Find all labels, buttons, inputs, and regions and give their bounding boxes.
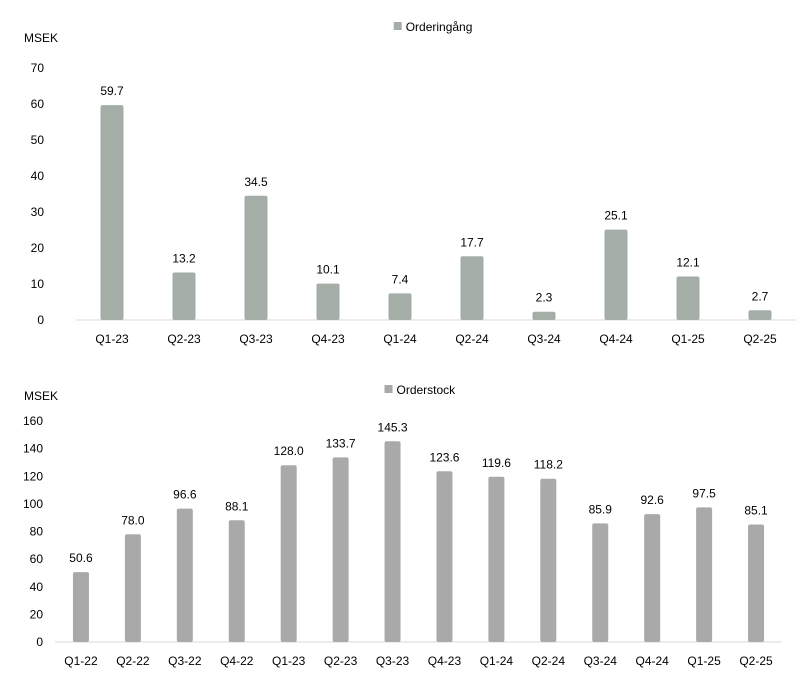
bar <box>228 520 245 642</box>
data-label: 34.5 <box>244 175 268 189</box>
data-label: 88.1 <box>225 499 249 513</box>
x-tick-label: Q3-22 <box>168 654 202 668</box>
x-tick-label: Q2-23 <box>167 332 201 346</box>
data-label: 145.3 <box>378 420 408 434</box>
y-tick-label: 70 <box>31 61 45 75</box>
x-tick-label: Q2-25 <box>739 654 773 668</box>
x-tick-label: Q2-23 <box>324 654 358 668</box>
data-label: 2.7 <box>752 289 769 303</box>
data-label: 85.1 <box>744 503 768 517</box>
legend-swatch <box>393 22 402 30</box>
x-tick-label: Q2-24 <box>455 332 489 346</box>
y-tick-label: 0 <box>37 313 44 327</box>
data-label: 119.6 <box>482 456 511 470</box>
bar <box>316 283 340 320</box>
x-tick-label: Q2-22 <box>116 654 150 668</box>
bar <box>280 465 297 642</box>
x-tick-label: Q4-22 <box>220 654 254 668</box>
x-tick-label: Q1-24 <box>480 654 514 668</box>
y-unit-label: MSEK <box>24 31 58 45</box>
legend-label: Orderingång <box>406 20 473 34</box>
y-tick-label: 0 <box>36 635 43 649</box>
data-label: 13.2 <box>172 251 196 265</box>
x-tick-label: Q3-23 <box>376 654 410 668</box>
bar <box>676 276 700 320</box>
bar <box>532 311 556 320</box>
y-tick-label: 120 <box>23 469 43 483</box>
data-label: 133.7 <box>326 436 356 450</box>
data-label: 25.1 <box>604 209 628 223</box>
data-label: 78.0 <box>121 513 145 527</box>
y-tick-label: 60 <box>30 552 44 566</box>
bar <box>460 256 484 320</box>
x-tick-label: Q2-25 <box>743 332 777 346</box>
bar <box>176 508 193 642</box>
data-label: 97.5 <box>692 486 716 500</box>
bar <box>592 523 609 642</box>
y-tick-label: 10 <box>31 277 45 291</box>
x-tick-label: Q4-24 <box>599 332 633 346</box>
x-tick-label: Q4-23 <box>311 332 345 346</box>
x-tick-label: Q1-24 <box>383 332 417 346</box>
data-label: 123.6 <box>429 450 459 464</box>
data-label: 50.6 <box>69 551 93 565</box>
bar <box>100 105 124 320</box>
x-tick-label: Q2-24 <box>532 654 566 668</box>
y-tick-label: 80 <box>30 525 44 539</box>
y-tick-label: 60 <box>31 97 45 111</box>
bar <box>540 478 557 642</box>
x-tick-label: Q4-23 <box>428 654 462 668</box>
bar <box>72 572 89 642</box>
y-tick-label: 40 <box>30 580 44 594</box>
legend-label: Orderstock <box>397 383 457 397</box>
x-tick-label: Q1-23 <box>95 332 129 346</box>
y-tick-label: 50 <box>31 133 45 147</box>
data-label: 85.9 <box>589 502 613 516</box>
x-tick-label: Q3-23 <box>239 332 273 346</box>
data-label: 118.2 <box>534 458 563 472</box>
bar <box>748 524 765 642</box>
y-tick-label: 20 <box>30 607 44 621</box>
bar <box>436 471 453 642</box>
bar <box>696 507 713 642</box>
bar <box>488 476 505 642</box>
x-tick-label: Q3-24 <box>527 332 561 346</box>
data-label: 10.1 <box>316 263 340 277</box>
bar <box>748 310 772 320</box>
y-tick-label: 30 <box>31 205 45 219</box>
data-label: 128.0 <box>274 444 304 458</box>
y-tick-label: 100 <box>23 497 43 511</box>
data-label: 59.7 <box>100 84 124 98</box>
data-label: 17.7 <box>460 235 484 249</box>
x-tick-label: Q1-25 <box>671 332 705 346</box>
x-tick-label: Q3-24 <box>584 654 618 668</box>
bar <box>384 441 401 642</box>
bar <box>644 514 661 642</box>
bar <box>124 534 141 642</box>
data-label: 7.4 <box>392 272 409 286</box>
y-tick-label: 160 <box>23 414 43 428</box>
x-tick-label: Q1-22 <box>64 654 98 668</box>
y-tick-label: 20 <box>31 241 45 255</box>
bar <box>388 293 412 320</box>
x-tick-label: Q1-25 <box>687 654 721 668</box>
y-tick-label: 140 <box>23 442 43 456</box>
bar <box>604 229 628 320</box>
x-tick-label: Q4-24 <box>635 654 669 668</box>
bar <box>332 457 349 642</box>
bar <box>172 272 196 320</box>
y-unit-label: MSEK <box>24 389 58 403</box>
y-tick-label: 40 <box>31 169 45 183</box>
x-tick-label: Q1-23 <box>272 654 306 668</box>
data-label: 12.1 <box>676 255 700 269</box>
data-label: 92.6 <box>640 493 664 507</box>
legend-swatch <box>384 385 393 393</box>
bar <box>244 195 268 320</box>
data-label: 96.6 <box>173 488 197 502</box>
data-label: 2.3 <box>536 291 553 305</box>
